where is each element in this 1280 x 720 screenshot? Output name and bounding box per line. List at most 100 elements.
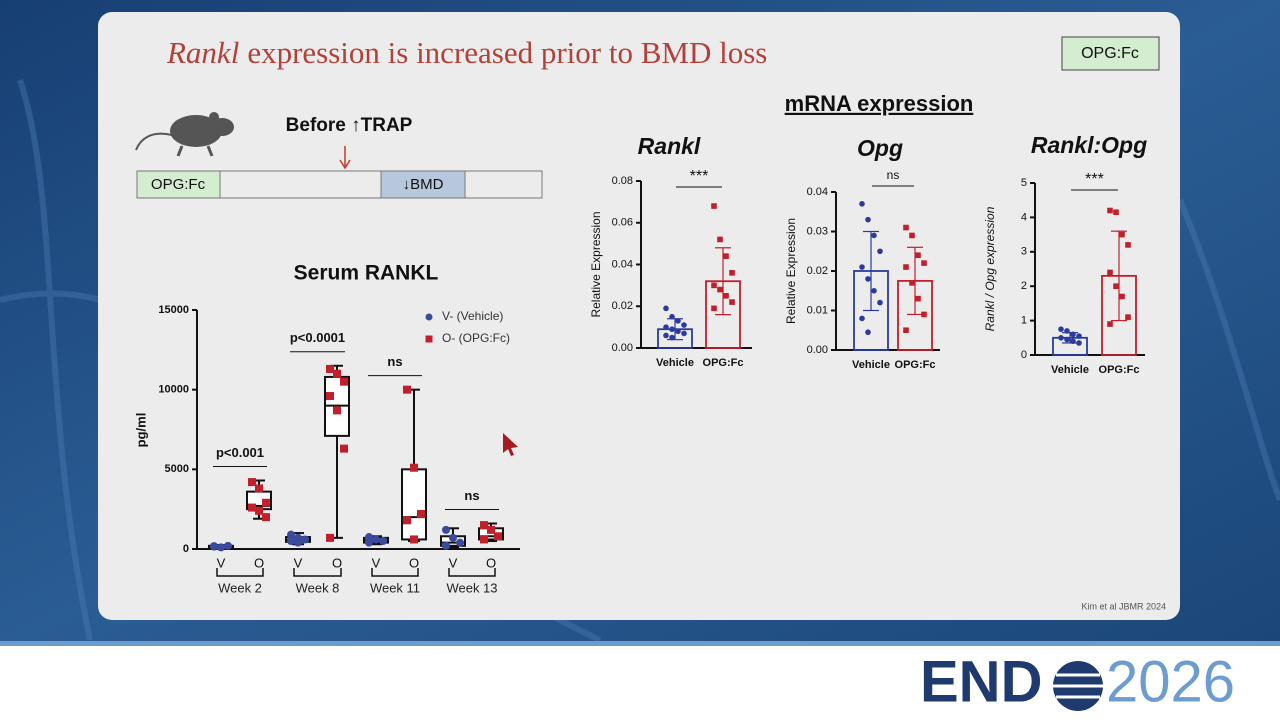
data-point — [865, 329, 871, 336]
timeline-segment — [380, 170, 466, 199]
data-point — [711, 305, 717, 312]
data-point — [255, 484, 263, 493]
data-point — [903, 224, 909, 231]
section-title: mRNA expression — [785, 91, 974, 116]
badge — [1061, 36, 1160, 71]
data-point — [365, 538, 373, 547]
data-point — [1064, 328, 1070, 334]
title-rest: expression is increased prior to BMD los… — [247, 35, 767, 70]
data-point — [262, 498, 270, 507]
data-point — [1113, 209, 1119, 216]
data-point — [675, 318, 681, 324]
data-point — [403, 516, 411, 525]
y-tick-label: 0.02 — [807, 265, 828, 277]
data-point — [379, 537, 387, 546]
data-point — [480, 521, 488, 530]
data-point — [717, 236, 723, 243]
chart-title: Opg — [857, 135, 903, 161]
chart-title: Serum RANKL — [294, 262, 439, 285]
y-tick-label: 0.01 — [807, 304, 828, 316]
x-tick-label: OPG:Fc — [895, 359, 936, 371]
data-point — [663, 324, 669, 330]
data-point — [865, 276, 871, 282]
data-point — [326, 392, 334, 401]
x-tick-label: Vehicle — [656, 357, 694, 369]
data-point — [1107, 321, 1113, 327]
data-point — [262, 513, 270, 522]
y-axis-label: pg/ml — [133, 413, 148, 448]
x-tick-label: O — [486, 555, 496, 570]
data-point — [1058, 326, 1064, 333]
data-point — [1070, 338, 1076, 345]
logo-text: END — [920, 649, 1042, 714]
data-point — [248, 503, 256, 512]
x-tick-label: O — [254, 555, 264, 570]
group-bracket — [293, 568, 342, 577]
data-point — [711, 203, 717, 209]
group-label: Week 8 — [296, 580, 340, 595]
group-label: Week 13 — [446, 580, 497, 595]
data-point — [903, 327, 909, 334]
data-point — [1070, 331, 1076, 338]
cursor — [503, 433, 518, 456]
box — [401, 468, 427, 541]
band-line — [0, 641, 1280, 646]
data-point — [1119, 231, 1125, 238]
data-point — [877, 248, 883, 255]
segment-label: OPG:Fc — [151, 176, 206, 193]
legend-marker — [425, 335, 433, 343]
data-point — [681, 330, 687, 337]
data-point — [723, 293, 729, 299]
data-point — [909, 280, 915, 286]
data-point — [410, 535, 418, 544]
comparison-label: ns — [387, 354, 402, 369]
data-point — [365, 533, 373, 542]
data-point — [859, 264, 865, 270]
data-point — [326, 533, 334, 542]
y-tick-label: 0.04 — [807, 186, 828, 198]
x-tick-label: OPG:Fc — [703, 357, 744, 369]
data-point — [217, 543, 225, 552]
x-tick-label: O — [332, 555, 342, 570]
data-point — [340, 444, 348, 453]
group-bracket — [448, 568, 496, 577]
data-point — [871, 287, 877, 294]
data-point — [1113, 283, 1119, 289]
data-point — [210, 542, 218, 551]
x-tick-label: Vehicle — [852, 359, 890, 371]
data-point — [1076, 340, 1082, 346]
data-point — [326, 364, 334, 373]
data-point — [449, 533, 457, 542]
data-point — [494, 532, 502, 541]
data-point — [333, 406, 341, 415]
segment-label: ↓BMD — [403, 176, 444, 193]
data-point — [903, 264, 909, 270]
data-point — [248, 478, 256, 487]
data-point — [871, 232, 877, 239]
chart-title: Rankl:Opg — [1031, 132, 1147, 158]
significance-label: ns — [887, 168, 900, 182]
data-point — [729, 270, 735, 276]
data-point — [442, 541, 450, 550]
data-point — [1107, 269, 1113, 276]
data-point — [487, 525, 495, 534]
data-point — [669, 334, 675, 341]
y-tick-label: 0.03 — [807, 225, 828, 237]
mouse-icon — [135, 112, 234, 157]
x-tick-label: OPG:Fc — [1099, 364, 1140, 376]
y-tick-label: 0.00 — [807, 344, 828, 356]
data-point — [1125, 314, 1131, 320]
y-tick-label: 3 — [1021, 246, 1027, 258]
slide-panel — [98, 12, 1180, 620]
data-point — [410, 463, 418, 472]
data-point — [1064, 336, 1070, 343]
data-point — [442, 525, 450, 534]
y-tick-label: 0 — [183, 543, 189, 555]
data-point — [669, 313, 675, 320]
y-tick-label: 4 — [1021, 211, 1027, 223]
data-point — [681, 322, 687, 328]
y-tick-label: 0.02 — [612, 300, 633, 312]
data-point — [669, 326, 675, 333]
significance-label: *** — [690, 168, 709, 185]
data-point — [372, 535, 380, 544]
